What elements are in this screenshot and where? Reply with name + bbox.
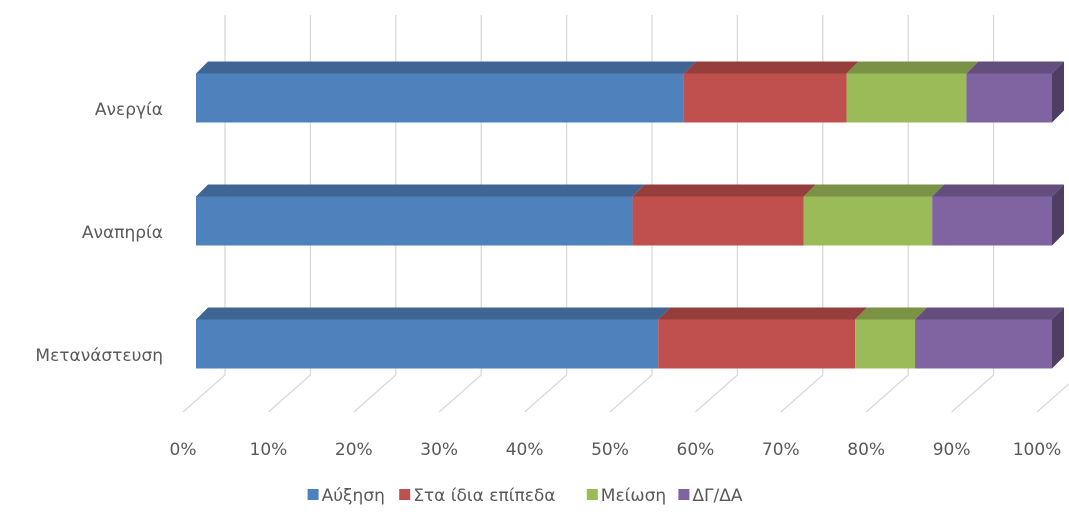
bar-top bbox=[683, 61, 859, 74]
x-tick-label: 40% bbox=[506, 440, 544, 460]
bar-top bbox=[196, 61, 696, 74]
legend-label: Αύξηση bbox=[322, 486, 385, 506]
bar-front bbox=[855, 319, 916, 369]
bar-front bbox=[966, 73, 1052, 123]
x-tick-label: 70% bbox=[762, 440, 800, 460]
floor-line bbox=[182, 374, 226, 413]
bar bbox=[932, 184, 1064, 246]
bar-top bbox=[803, 184, 945, 197]
x-tick-label: 60% bbox=[677, 440, 715, 460]
x-tick-label: 20% bbox=[335, 440, 373, 460]
x-tick-label: 80% bbox=[847, 440, 885, 460]
legend-label: Μείωση bbox=[601, 486, 666, 506]
bar bbox=[196, 307, 671, 369]
legend-label: ΔΓ/ΔΑ bbox=[692, 486, 742, 506]
bar-front bbox=[803, 196, 933, 246]
legend-label: Στα ίδια επίπεδα bbox=[413, 486, 555, 506]
floor-line bbox=[694, 374, 738, 413]
floor-line bbox=[609, 374, 653, 413]
bar-front bbox=[658, 319, 856, 369]
y-tick-label: Αναπηρία bbox=[82, 223, 163, 243]
bar bbox=[966, 61, 1064, 123]
floor-line bbox=[865, 374, 909, 413]
bar bbox=[683, 61, 859, 123]
bar-top bbox=[196, 184, 645, 197]
bar-top bbox=[932, 184, 1064, 197]
floor-line bbox=[951, 374, 995, 413]
bar bbox=[658, 307, 868, 369]
legend-swatch bbox=[586, 489, 598, 500]
bar-top bbox=[658, 307, 868, 320]
bar-top bbox=[632, 184, 816, 197]
floor-line bbox=[353, 374, 397, 413]
bar-top bbox=[846, 61, 979, 74]
floor-line bbox=[438, 374, 482, 413]
bar-front bbox=[683, 73, 847, 123]
bar bbox=[803, 184, 945, 246]
bar bbox=[196, 184, 645, 246]
floor-line bbox=[524, 374, 568, 413]
bar bbox=[855, 307, 928, 369]
bar bbox=[632, 184, 816, 246]
bar-front bbox=[932, 196, 1052, 246]
bar bbox=[915, 307, 1064, 369]
bar-side bbox=[1052, 184, 1064, 246]
x-tick-label: 100% bbox=[1013, 440, 1062, 460]
bar-top bbox=[196, 307, 671, 320]
bar-front bbox=[846, 73, 967, 123]
y-tick-label: Μετανάστευση bbox=[35, 346, 163, 366]
bar bbox=[196, 61, 696, 123]
bar-front bbox=[915, 319, 1052, 369]
floor-line bbox=[1036, 382, 1069, 413]
legend-swatch bbox=[678, 489, 690, 500]
bar-front bbox=[196, 319, 659, 369]
legend-swatch bbox=[399, 489, 411, 500]
x-tick-label: 30% bbox=[420, 440, 458, 460]
floor-line bbox=[267, 374, 311, 413]
x-tick-label: 90% bbox=[933, 440, 971, 460]
bar-front bbox=[632, 196, 804, 246]
bar-top bbox=[855, 307, 928, 320]
y-tick-label: Ανεργία bbox=[95, 100, 163, 120]
bar-top bbox=[915, 307, 1064, 320]
bar-side bbox=[1052, 61, 1064, 123]
x-tick-label: 50% bbox=[591, 440, 629, 460]
legend-swatch bbox=[307, 489, 319, 500]
x-tick-label: 0% bbox=[170, 440, 197, 460]
bar-front bbox=[196, 73, 684, 123]
bar-top bbox=[966, 61, 1064, 74]
bar bbox=[846, 61, 979, 123]
bar-front bbox=[196, 196, 633, 246]
bar-side bbox=[1052, 307, 1064, 369]
floor-line bbox=[780, 374, 824, 413]
x-tick-label: 10% bbox=[250, 440, 288, 460]
